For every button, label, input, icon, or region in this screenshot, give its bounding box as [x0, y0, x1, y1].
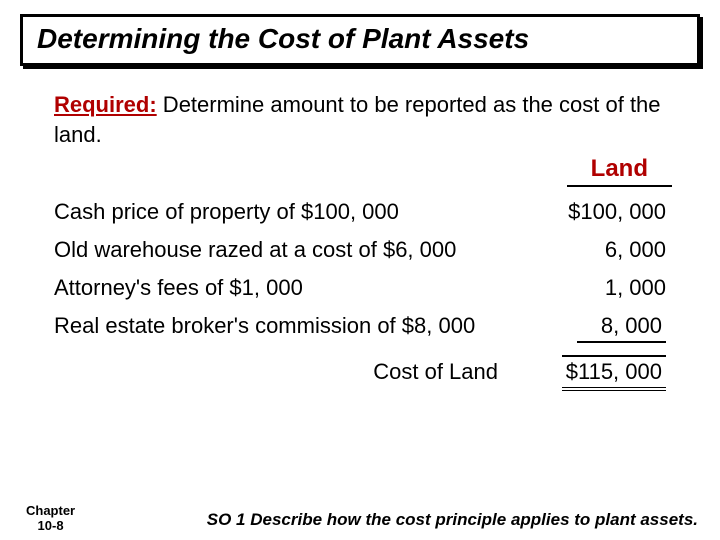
- chapter-label: Chapter 10-8: [26, 504, 75, 534]
- required-paragraph: Required: Determine amount to be reporte…: [54, 90, 666, 149]
- learning-objective: SO 1 Describe how the cost principle app…: [207, 510, 698, 530]
- required-label: Required:: [54, 92, 157, 117]
- content-area: Required: Determine amount to be reporte…: [0, 66, 720, 397]
- chapter-line1: Chapter: [26, 504, 75, 519]
- table-row: Old warehouse razed at a cost of $6, 000…: [54, 231, 666, 269]
- cost-table: Cash price of property of $100, 000 $100…: [54, 193, 666, 397]
- row-desc: Attorney's fees of $1, 000: [54, 269, 526, 307]
- table-row: Attorney's fees of $1, 000 1, 000: [54, 269, 666, 307]
- chapter-line2: 10-8: [26, 519, 75, 534]
- total-amount: $115, 000: [526, 349, 666, 397]
- row-amount: $100, 000: [526, 193, 666, 231]
- table-row: Real estate broker's commission of $8, 0…: [54, 307, 666, 349]
- column-header-row: Land: [54, 155, 666, 183]
- row-amount: 8, 000: [526, 307, 666, 349]
- row-desc: Old warehouse razed at a cost of $6, 000: [54, 231, 526, 269]
- row-amount: 1, 000: [526, 269, 666, 307]
- total-row: Cost of Land $115, 000: [54, 349, 666, 397]
- row-desc: Cash price of property of $100, 000: [54, 193, 526, 231]
- total-label: Cost of Land: [54, 349, 526, 397]
- slide-title: Determining the Cost of Plant Assets: [37, 23, 683, 55]
- table-row: Cash price of property of $100, 000 $100…: [54, 193, 666, 231]
- row-desc: Real estate broker's commission of $8, 0…: [54, 307, 526, 349]
- land-column-header: Land: [591, 155, 648, 183]
- title-bar: Determining the Cost of Plant Assets: [20, 14, 700, 66]
- row-amount: 6, 000: [526, 231, 666, 269]
